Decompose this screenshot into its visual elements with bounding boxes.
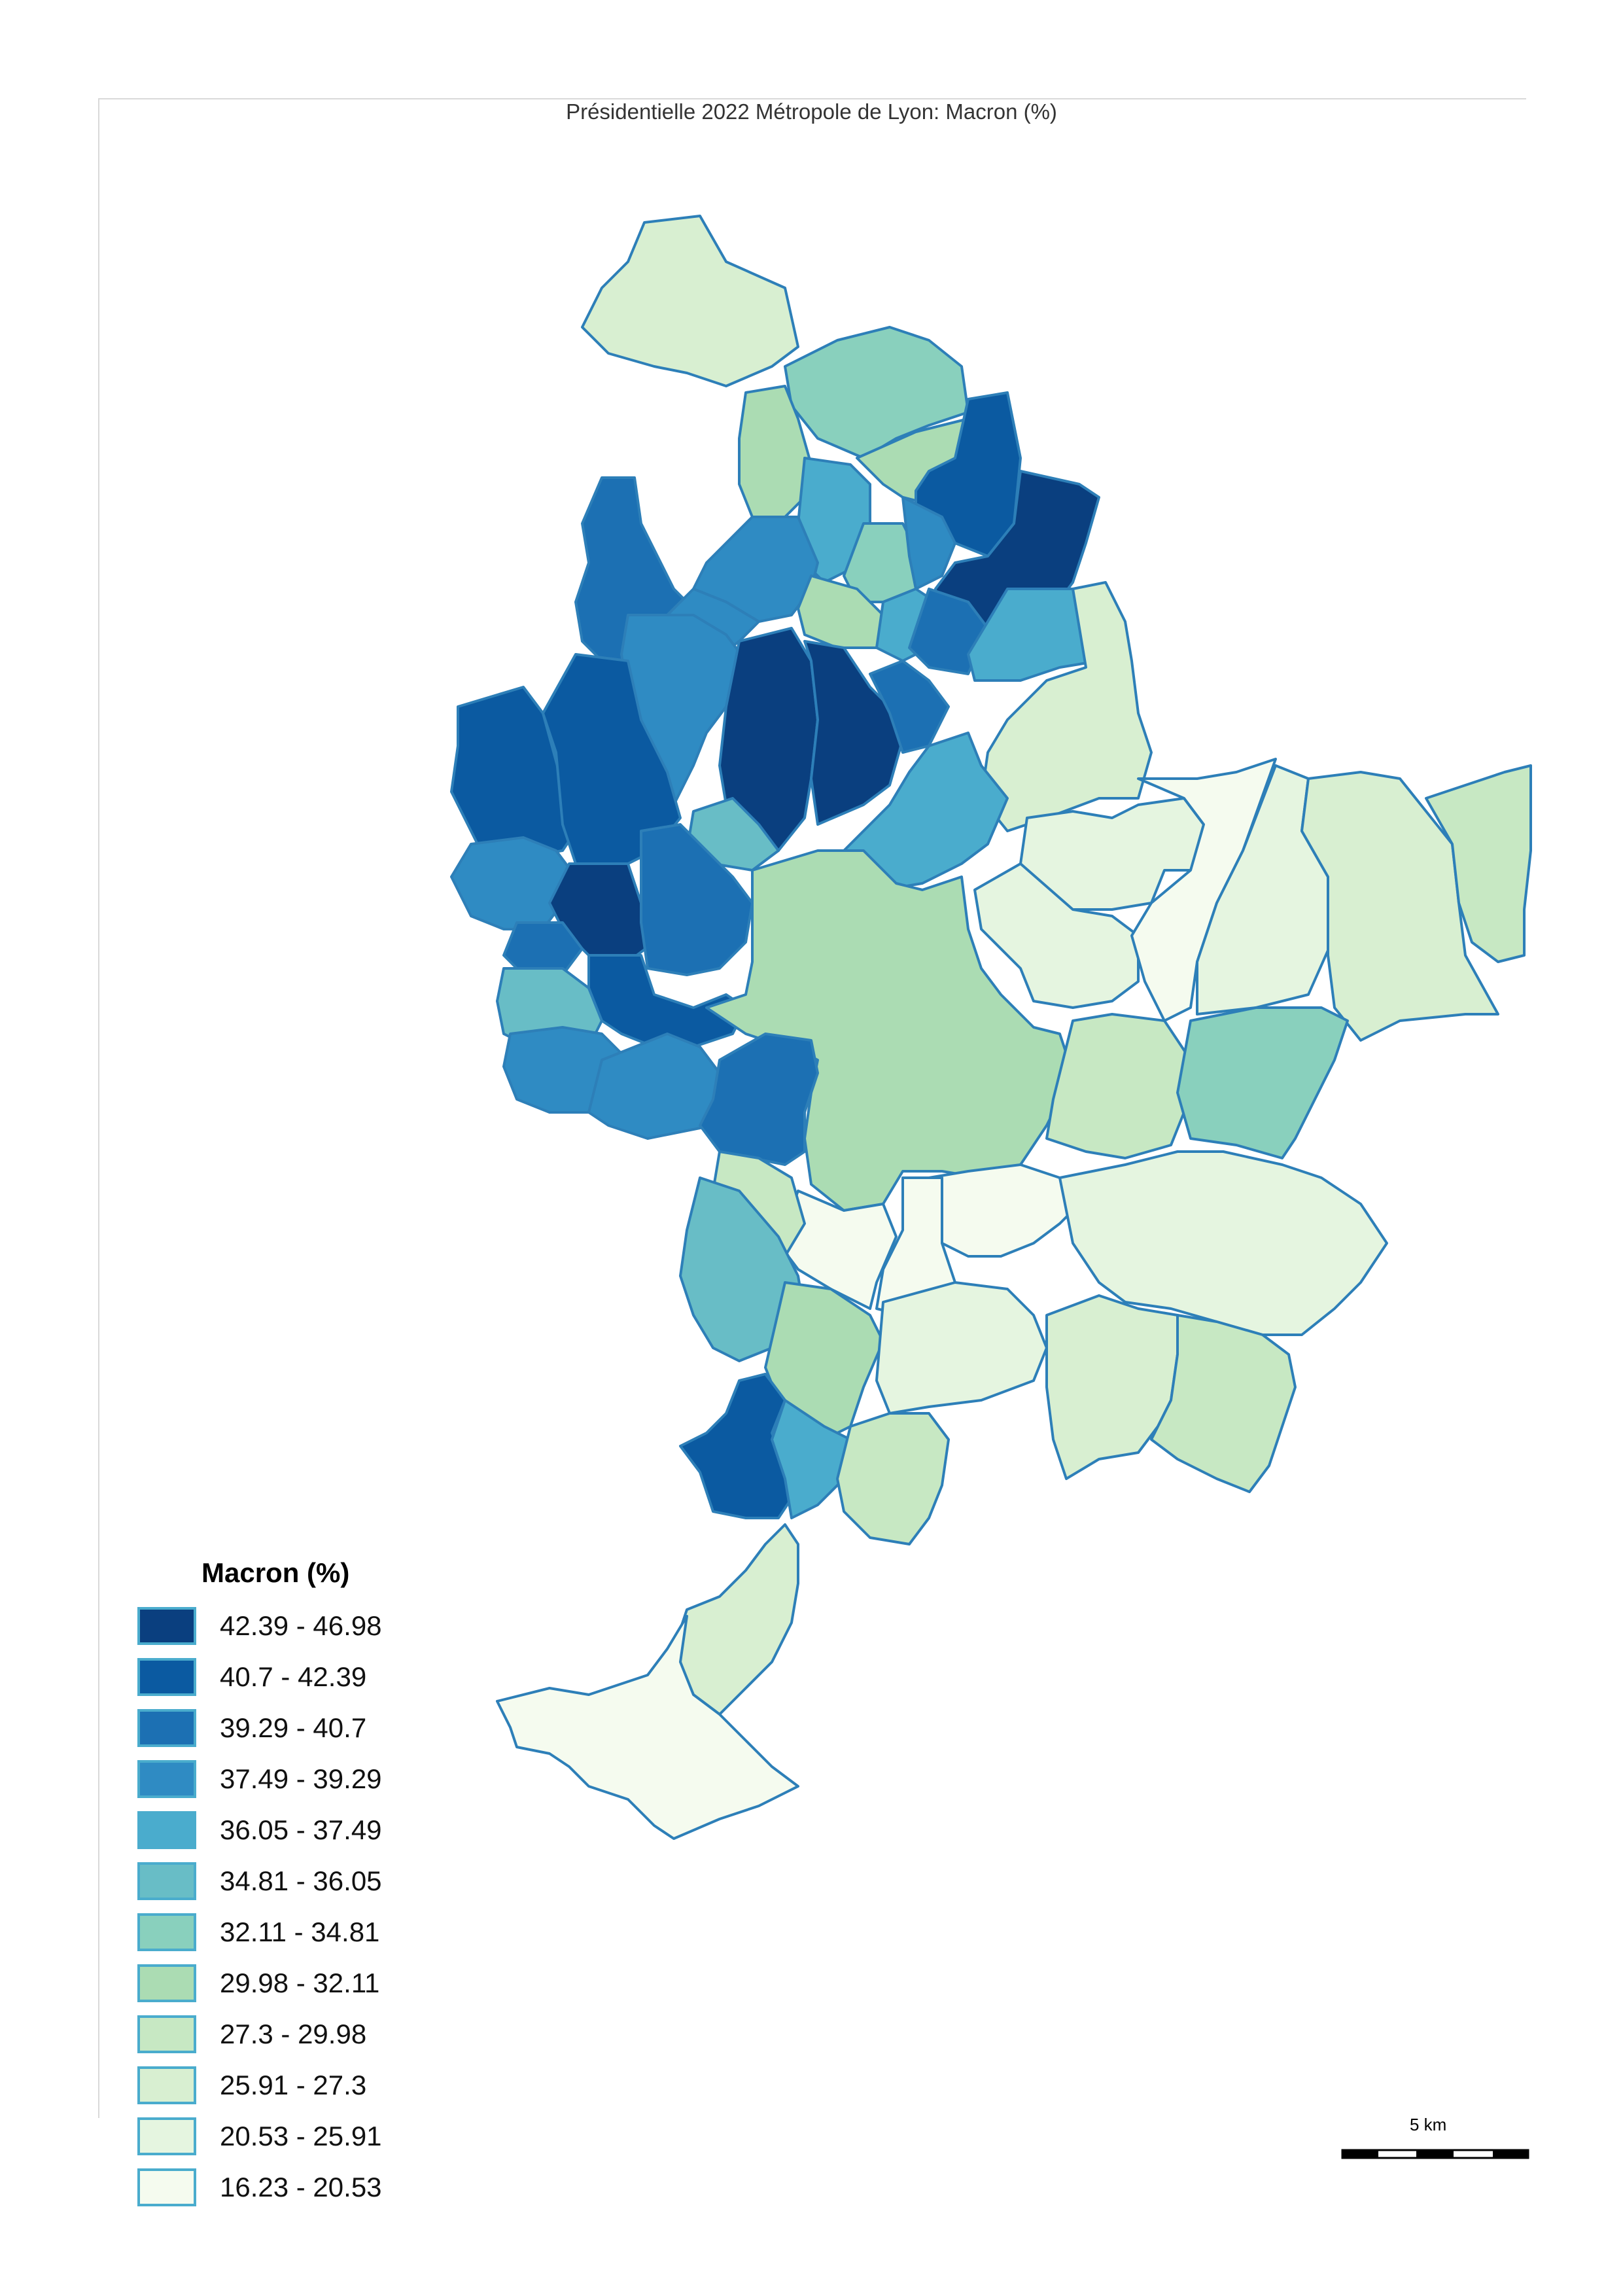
commune-center-navy2: [803, 640, 904, 826]
legend-row: 25.91 - 27.3: [137, 2060, 530, 2111]
legend-label: 37.49 - 39.29: [220, 1763, 382, 1794]
commune-n2: [784, 326, 969, 459]
commune-s9: [1045, 1294, 1179, 1480]
legend-row: 36.05 - 37.49: [137, 1805, 530, 1856]
commune-e2: [973, 862, 1140, 1009]
legend-label: 29.98 - 32.11: [220, 1968, 380, 1998]
legend-swatch: [137, 1709, 196, 1747]
legend-label: 20.53 - 25.91: [220, 2121, 382, 2151]
commune-s6: [679, 1176, 806, 1362]
legend-row: 40.7 - 42.39: [137, 1651, 530, 1703]
legend-label: 32.11 - 34.81: [220, 1916, 380, 1947]
commune-se2: [1176, 1006, 1349, 1159]
commune-w4: [450, 686, 577, 858]
legend-swatch: [137, 1607, 196, 1645]
map-title: Présidentielle 2022 Métropole de Lyon: M…: [566, 99, 1057, 124]
commune-s12: [771, 1399, 852, 1519]
commune-tail1: [672, 1523, 799, 1716]
commune-n3: [738, 385, 812, 518]
legend-swatch: [137, 2168, 196, 2206]
commune-e3: [1130, 758, 1277, 1022]
commune-w15: [699, 1033, 819, 1166]
commune-s10: [1150, 1314, 1297, 1493]
legend-swatch: [137, 2117, 196, 2155]
commune-north-tip: [581, 215, 799, 387]
commune-lyon-center: [705, 849, 1074, 1212]
legend-swatch: [137, 1964, 196, 2002]
commune-e5: [1300, 771, 1499, 1042]
legend-row: 42.39 - 46.98: [137, 1600, 530, 1651]
legend-row: 27.3 - 29.98: [137, 2009, 530, 2060]
commune-tail2: [496, 1615, 799, 1840]
legend-label: 27.3 - 29.98: [220, 2019, 367, 2049]
commune-w9: [640, 823, 754, 976]
legend-label: 16.23 - 20.53: [220, 2172, 382, 2202]
legend-label: 39.29 - 40.7: [220, 1712, 367, 1743]
commune-east1: [980, 581, 1153, 832]
commune-n11: [797, 574, 884, 649]
commune-n10: [692, 516, 819, 623]
commune-w7: [450, 836, 577, 930]
commune-se1: [1045, 1013, 1192, 1159]
commune-center-c1: [869, 660, 950, 754]
legend-label: 36.05 - 37.49: [220, 1814, 382, 1845]
legend-title: Macron (%): [201, 1557, 350, 1588]
legend-label: 34.81 - 36.05: [220, 1865, 382, 1896]
legend-row: 34.81 - 36.05: [137, 1856, 530, 1907]
legend-swatch: [137, 2066, 196, 2104]
legend-swatch: [137, 2015, 196, 2053]
commune-s8: [875, 1281, 1048, 1415]
legend-rows: 42.39 - 46.98 40.7 - 42.39 39.29 - 40.7 37.…: [137, 1600, 530, 2213]
scalebar: [1341, 2149, 1529, 2159]
legend-row: 16.23 - 20.53: [137, 2162, 530, 2213]
commune-s2: [1058, 1150, 1388, 1336]
legend-swatch: [137, 1658, 196, 1696]
legend-swatch: [137, 1811, 196, 1849]
legend-label: 42.39 - 46.98: [220, 1610, 382, 1641]
legend: Macron (%) 42.39 - 46.98 40.7 - 42.39 39.2…: [137, 1557, 530, 2213]
legend-label: 40.7 - 42.39: [220, 1661, 367, 1692]
commune-n9: [901, 496, 956, 590]
legend-row: 37.49 - 39.29: [137, 1754, 530, 1805]
legend-swatch: [137, 1862, 196, 1900]
legend-row: 32.11 - 34.81: [137, 1907, 530, 1958]
legend-swatch: [137, 1760, 196, 1798]
legend-row: 20.53 - 25.91: [137, 2111, 530, 2162]
legend-row: 29.98 - 32.11: [137, 1958, 530, 2009]
commune-w12: [587, 954, 747, 1048]
legend-swatch: [137, 1913, 196, 1951]
scalebar-label: 5 km: [1410, 2115, 1447, 2134]
commune-e6: [1425, 764, 1532, 963]
commune-s13: [836, 1412, 950, 1545]
legend-row: 39.29 - 40.7: [137, 1703, 530, 1754]
commune-s1: [928, 1163, 1087, 1258]
legend-label: 25.91 - 27.3: [220, 2070, 367, 2100]
commune-center-navy1: [718, 627, 819, 852]
